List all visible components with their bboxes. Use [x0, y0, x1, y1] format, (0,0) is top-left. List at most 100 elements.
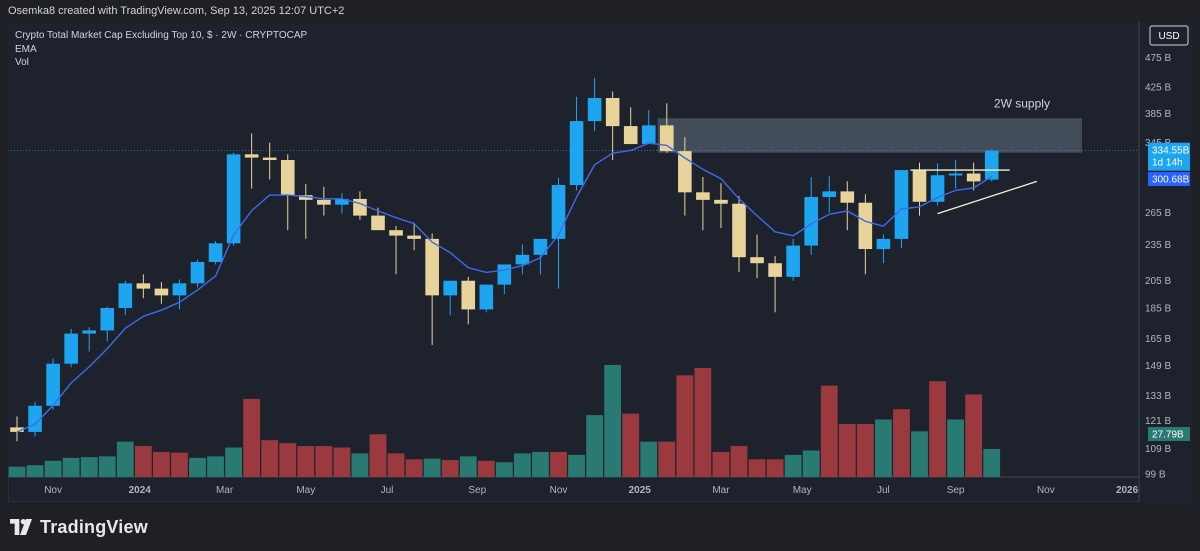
candle-body[interactable] [912, 170, 927, 202]
candle-body[interactable] [623, 126, 638, 145]
candle-body[interactable] [46, 363, 60, 406]
volume-bar[interactable] [766, 459, 784, 477]
candle-body[interactable] [894, 170, 909, 239]
candle-body[interactable] [605, 97, 620, 127]
volume-bar[interactable] [153, 451, 170, 477]
candle-body[interactable] [696, 192, 710, 200]
candle-body[interactable] [461, 280, 476, 310]
volume-bar[interactable] [712, 451, 730, 477]
volume-bar[interactable] [279, 443, 297, 477]
volume-bar[interactable] [514, 453, 531, 477]
candle-body[interactable] [371, 215, 385, 231]
candle-body[interactable] [714, 199, 728, 204]
rising-trendline[interactable] [937, 180, 1038, 215]
legend-ema[interactable]: EMA [15, 44, 37, 55]
candle-body[interactable] [786, 245, 800, 277]
volume-bar[interactable] [748, 459, 766, 477]
candle-body[interactable] [966, 173, 981, 182]
volume-bar[interactable] [532, 451, 549, 477]
candle-body[interactable] [768, 263, 782, 277]
volume-bar[interactable] [477, 460, 495, 477]
candle-body[interactable] [262, 157, 277, 161]
ema-line[interactable] [16, 142, 993, 433]
candle-body[interactable] [930, 175, 945, 202]
volume-bar[interactable] [784, 454, 802, 477]
candle-body[interactable] [587, 97, 602, 122]
candle-body[interactable] [353, 198, 367, 216]
volume-bar[interactable] [622, 413, 640, 477]
volume-bar[interactable] [965, 394, 983, 477]
candle-body[interactable] [190, 261, 205, 284]
volume-bar[interactable] [369, 434, 387, 477]
volume-bar[interactable] [568, 454, 585, 477]
candle-body[interactable] [822, 191, 837, 198]
volume-bar[interactable] [730, 446, 748, 477]
candle-body[interactable] [750, 257, 764, 264]
candle-body[interactable] [984, 150, 999, 180]
volume-bar[interactable] [207, 456, 224, 477]
volume-bar[interactable] [44, 460, 62, 477]
candle-body[interactable] [10, 427, 24, 432]
candle-body[interactable] [335, 198, 349, 205]
volume-bar[interactable] [297, 446, 315, 477]
volume-bar[interactable] [261, 440, 279, 477]
volume-bar[interactable] [802, 450, 820, 477]
volume-bar[interactable] [423, 458, 441, 477]
candle-body[interactable] [118, 283, 133, 308]
volume-bar[interactable] [495, 462, 513, 477]
volume-bar[interactable] [333, 447, 351, 477]
volume-bar[interactable] [441, 460, 459, 477]
candle-body[interactable] [660, 125, 674, 152]
candle-body[interactable] [154, 288, 169, 296]
volume-bar[interactable] [550, 451, 567, 477]
volume-bar[interactable] [315, 446, 333, 477]
volume-bar[interactable] [820, 385, 838, 477]
volume-bar[interactable] [8, 466, 26, 477]
candle-body[interactable] [948, 173, 963, 176]
supply-zone[interactable] [657, 118, 1082, 153]
legend-vol[interactable]: Vol [15, 57, 29, 68]
legend-symbol[interactable]: Crypto Total Market Cap Excluding Top 10… [15, 30, 308, 41]
volume-bar[interactable] [387, 453, 405, 477]
candle-body[interactable] [64, 333, 78, 364]
volume-bar[interactable] [116, 441, 134, 477]
volume-bar[interactable] [62, 457, 80, 477]
candle-body[interactable] [533, 238, 548, 255]
volume-bar[interactable] [658, 441, 676, 477]
currency-button[interactable] [1149, 25, 1189, 46]
candle-body[interactable] [172, 283, 187, 296]
plot-area[interactable] [8, 22, 1138, 477]
candle-body[interactable] [389, 230, 403, 236]
candle-body[interactable] [858, 202, 873, 250]
volume-bar[interactable] [911, 431, 928, 477]
volume-bar[interactable] [459, 456, 477, 477]
volume-bar[interactable] [947, 419, 964, 477]
volume-bar[interactable] [351, 453, 369, 477]
candle-body[interactable] [425, 238, 439, 296]
candle-body[interactable] [244, 154, 259, 158]
candle-body[interactable] [840, 191, 855, 203]
candle-body[interactable] [641, 125, 656, 145]
volume-bar[interactable] [98, 456, 116, 477]
volume-bar[interactable] [856, 423, 874, 477]
candle-body[interactable] [876, 238, 891, 250]
candle-body[interactable] [407, 235, 421, 239]
volume-bar[interactable] [80, 457, 98, 477]
candle-body[interactable] [569, 121, 584, 185]
volume-bar[interactable] [929, 381, 946, 477]
volume-bar[interactable] [134, 446, 152, 477]
candle-body[interactable] [280, 160, 295, 196]
volume-bar[interactable] [586, 415, 603, 477]
volume-bar[interactable] [26, 465, 44, 477]
candle-body[interactable] [804, 197, 818, 246]
volume-bar[interactable] [640, 441, 658, 477]
volume-bar[interactable] [694, 367, 712, 477]
candle-body[interactable] [497, 264, 512, 285]
volume-bar[interactable] [983, 449, 1001, 477]
volume-bar[interactable] [225, 447, 242, 477]
candle-body[interactable] [732, 203, 746, 258]
candle-body[interactable] [82, 330, 96, 334]
volume-bar[interactable] [189, 457, 206, 477]
volume-bar[interactable] [604, 365, 622, 477]
